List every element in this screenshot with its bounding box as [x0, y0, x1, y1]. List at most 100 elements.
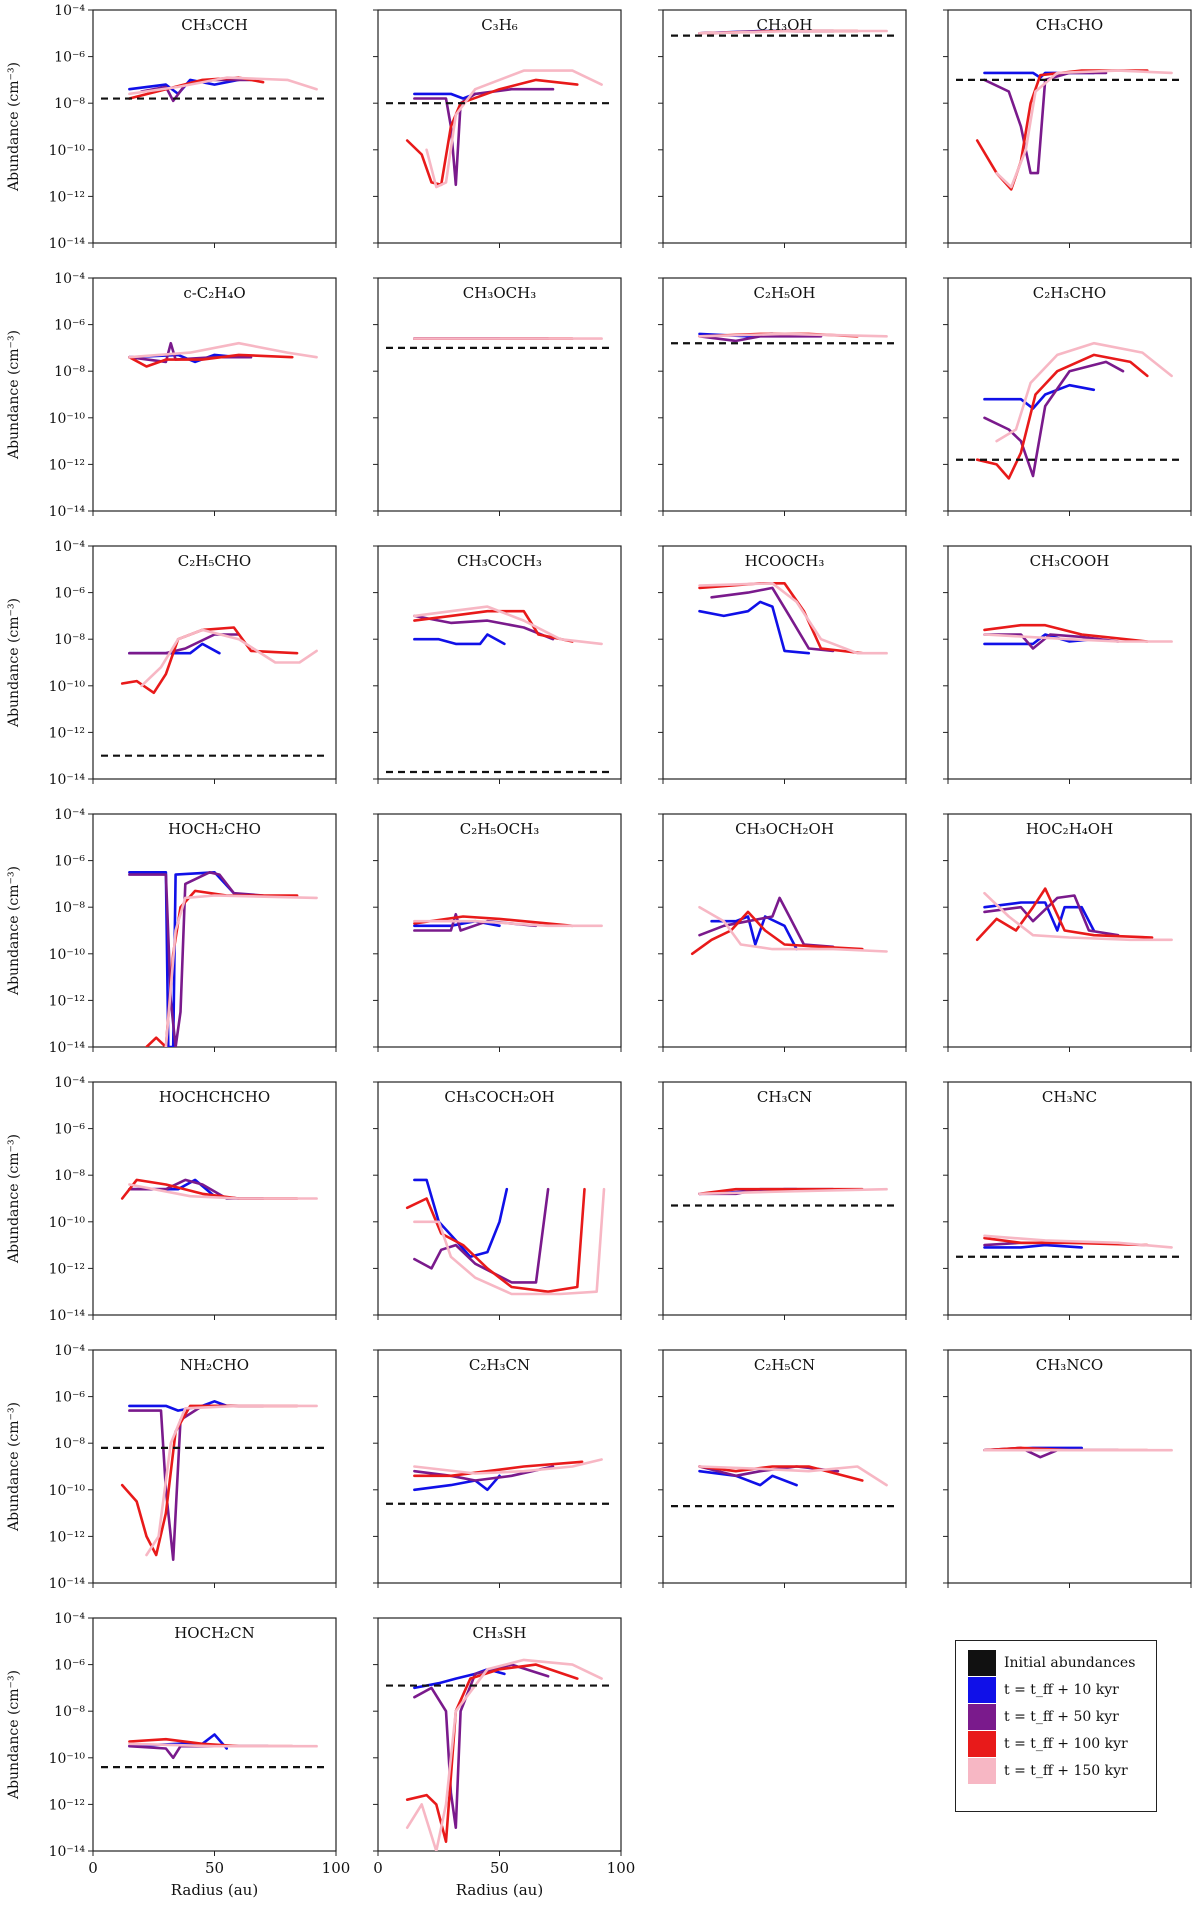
- panel-title: C₂H₅OCH₃: [460, 820, 539, 838]
- panel-curves: [101, 1733, 328, 1769]
- panel-frame: [947, 277, 1192, 512]
- x-tick-label: 100: [322, 1859, 351, 1877]
- panel-frame: [92, 813, 337, 1048]
- y-tick-label: 10⁻¹⁰: [49, 1483, 86, 1499]
- panel-curves: [386, 1458, 613, 1505]
- panel-curves: [386, 1658, 613, 1851]
- y-tick-label: 10⁻¹²: [49, 725, 85, 741]
- legend-label-100kyr: t = t_ff + 100 kyr: [1004, 1735, 1128, 1752]
- panel-title: CH₃CHO: [1036, 16, 1103, 34]
- series-line-50kyr: [983, 633, 1120, 650]
- panel-3: CH₃CHO: [943, 9, 1192, 248]
- y-tick-label: 10⁻¹⁴: [49, 1040, 86, 1056]
- panel-17: CH₃COCH₂OH: [373, 1081, 622, 1320]
- panel-curves: [690, 896, 888, 956]
- series-line-150kyr: [128, 1742, 318, 1748]
- y-tick-label: 10⁻⁶: [54, 1390, 85, 1406]
- y-tick-label: 10⁻¹⁴: [49, 504, 86, 520]
- series-line-150kyr: [983, 633, 1173, 643]
- series-line-50kyr: [983, 894, 1120, 937]
- series-line-150kyr: [698, 29, 888, 35]
- panel-frame: [92, 1349, 337, 1584]
- panel-curves: [975, 887, 1173, 942]
- series-line-10kyr: [698, 600, 811, 655]
- y-tick-label: 10⁻⁸: [54, 364, 85, 380]
- panel-title: CH₃SH: [473, 1624, 527, 1642]
- series-line-10kyr: [413, 633, 506, 646]
- panel-title: C₂H₃CHO: [1033, 284, 1106, 302]
- panel-curves: [120, 1178, 318, 1200]
- y-tick-label: 10⁻¹⁰: [49, 143, 86, 159]
- panel-curves: [386, 69, 613, 189]
- panel-title: HCOOCH₃: [745, 552, 825, 570]
- series-line-100kyr: [405, 1187, 586, 1293]
- panel-frame: [662, 1081, 907, 1316]
- legend-swatch-150kyr: [968, 1757, 996, 1784]
- series-line-150kyr: [405, 1658, 603, 1851]
- panel-title: C₂H₅CHO: [178, 552, 251, 570]
- panel-title: HOC₂H₄OH: [1026, 820, 1113, 838]
- panel-24: 10⁻¹⁴ 10⁻¹² 10⁻¹⁰ 10⁻⁸ 10⁻⁶ 10⁻⁴ 0 50 100 Abundan…: [6, 1611, 350, 1899]
- panel-7: C₂H₃CHO: [943, 277, 1192, 516]
- panel-8: 10⁻¹⁴ 10⁻¹² 10⁻¹⁰ 10⁻⁸ 10⁻⁶ 10⁻⁴ Abundance (cm…: [6, 539, 337, 788]
- panel-1: C₃H₆: [373, 9, 622, 248]
- y-tick-label: 10⁻¹⁴: [49, 1308, 86, 1324]
- panel-frame: [377, 9, 622, 244]
- panel-title: CH₃OCH₃: [463, 284, 536, 302]
- series-line-100kyr: [975, 353, 1149, 480]
- y-tick-label: 10⁻⁴: [54, 1611, 85, 1627]
- panel-curves: [413, 912, 603, 932]
- x-axis-label: Radius (au): [171, 1881, 258, 1899]
- panel-frame: [92, 9, 337, 244]
- x-tick-label: 100: [607, 1859, 636, 1877]
- panel-frame: [947, 1081, 1192, 1316]
- panel-curves: [386, 337, 613, 349]
- panel-10: HCOOCH₃: [658, 545, 907, 784]
- panel-title: C₂H₅CN: [754, 1356, 815, 1374]
- y-tick-label: 10⁻¹²: [49, 189, 85, 205]
- panel-title: HOCH₂CN: [174, 1624, 255, 1642]
- y-tick-label: 10⁻¹²: [49, 993, 85, 1009]
- series-line-150kyr: [140, 628, 318, 688]
- y-tick-label: 10⁻¹⁴: [49, 236, 86, 252]
- x-tick-label: 50: [205, 1859, 224, 1877]
- panel-curves: [671, 29, 898, 37]
- series-line-50kyr: [128, 871, 265, 1047]
- y-tick-label: 10⁻¹²: [49, 1529, 85, 1545]
- legend-item-150kyr: t = t_ff + 150 kyr: [968, 1757, 1156, 1784]
- series-line-10kyr: [413, 919, 501, 928]
- x-axis-label: Radius (au): [456, 1881, 543, 1899]
- series-line-150kyr: [128, 1183, 318, 1200]
- panel-9: CH₃COCH₃: [373, 545, 622, 784]
- y-tick-label: 10⁻⁶: [54, 50, 85, 66]
- panel-curves: [983, 1446, 1173, 1459]
- y-tick-label: 10⁻⁶: [54, 1658, 85, 1674]
- y-tick-label: 10⁻⁴: [54, 271, 85, 287]
- legend-label-150kyr: t = t_ff + 150 kyr: [1004, 1762, 1128, 1779]
- series-line-10kyr: [983, 1243, 1083, 1249]
- series-line-150kyr: [983, 891, 1173, 942]
- panel-frame: [377, 1617, 622, 1852]
- panel-title: c-C₂H₄O: [183, 284, 245, 302]
- series-line-100kyr: [975, 887, 1154, 942]
- y-tick-label: 10⁻¹⁰: [49, 1215, 86, 1231]
- panel-curves: [671, 1465, 898, 1508]
- panel-21: C₂H₃CN: [373, 1349, 622, 1588]
- series-line-100kyr: [128, 353, 294, 368]
- panel-frame: [662, 9, 907, 244]
- x-tick-label: 50: [490, 1859, 509, 1877]
- panel-frame: [947, 1349, 1192, 1584]
- series-line-150kyr: [128, 76, 318, 96]
- panel-curves: [956, 1234, 1183, 1258]
- series-line-150kyr: [164, 894, 318, 1047]
- y-tick-label: 10⁻⁴: [54, 807, 85, 823]
- legend-swatch-50kyr: [968, 1703, 996, 1730]
- series-line-50kyr: [413, 1663, 550, 1829]
- panel-frame: [662, 277, 907, 512]
- y-tick-label: 10⁻¹⁰: [49, 947, 86, 963]
- y-tick-label: 10⁻⁴: [54, 3, 85, 19]
- panel-title: CH₃OCH₂OH: [735, 820, 834, 838]
- y-tick-label: 10⁻⁴: [54, 1075, 85, 1091]
- panel-16: 10⁻¹⁴ 10⁻¹² 10⁻¹⁰ 10⁻⁸ 10⁻⁶ 10⁻⁴ Abundance (cm…: [6, 1075, 337, 1324]
